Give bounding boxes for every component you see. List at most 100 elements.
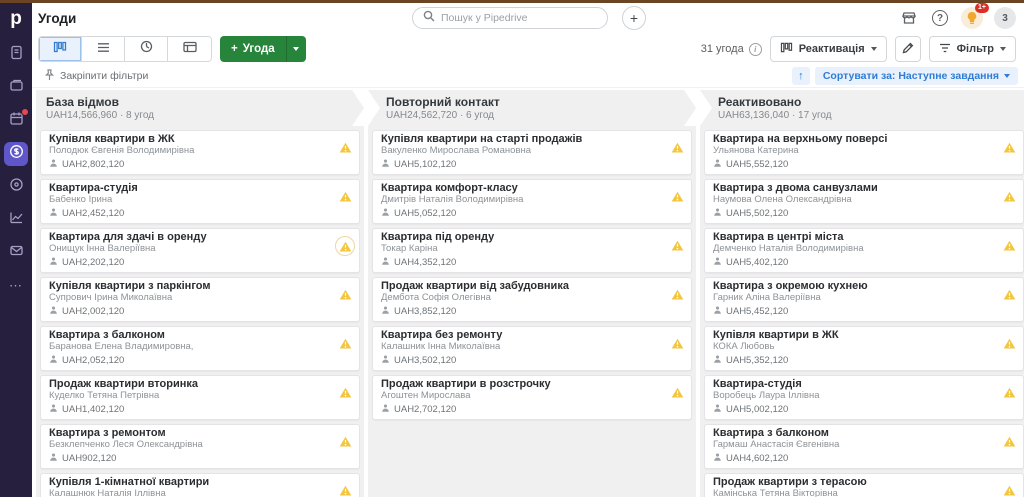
warning-icon[interactable] (338, 337, 352, 350)
deal-card[interactable]: Квартира без ремонту Калашник Інна Микол… (372, 326, 692, 371)
pin-filters-button[interactable]: Закріпити фільтри (44, 68, 148, 84)
warning-icon[interactable] (335, 236, 355, 256)
filter-button[interactable]: Фільтр (928, 36, 1016, 62)
person-icon (49, 354, 58, 367)
person-icon (381, 403, 390, 416)
column-header: Реактивовано UAH63,136,040 · 17 угод (700, 90, 1024, 126)
column-title: Повторний контакт (386, 95, 500, 109)
column-title: База відмов (46, 95, 120, 109)
sidebar-item-insights[interactable] (4, 208, 28, 232)
deal-card[interactable]: Продаж квартири з терасою Камінська Тетя… (704, 473, 1024, 497)
sidebar-item-deals[interactable] (4, 142, 28, 166)
deal-title: Продаж квартири в розстрочку (381, 378, 551, 390)
deal-title: Квартира з ремонтом (49, 427, 166, 439)
deal-card[interactable]: Квартира з балконом Гармаш Анастасія Євг… (704, 424, 1024, 469)
warning-icon[interactable] (670, 190, 684, 203)
warning-icon[interactable] (1002, 337, 1016, 350)
list-view-button[interactable] (82, 37, 125, 61)
deal-title: Купівля квартири в ЖК (713, 329, 839, 341)
person-icon (713, 256, 722, 269)
deal-value-row: UAH3,852,120 (381, 305, 667, 318)
deal-value: UAH2,802,120 (62, 159, 125, 170)
sidebar-more-icon[interactable]: ⋯ (9, 278, 23, 293)
quick-add-button[interactable]: + (622, 6, 646, 30)
deal-card[interactable]: Продаж квартири від забудовника Дембота … (372, 277, 692, 322)
deal-value: UAH2,052,120 (62, 355, 125, 366)
warning-icon[interactable] (670, 337, 684, 350)
column: База відмов UAH14,566,960 · 8 угод Купів… (36, 90, 364, 497)
deal-card[interactable]: Квартира в центрі міста Демченко Наталія… (704, 228, 1024, 273)
deal-card[interactable]: Купівля квартири в ЖК Полодюк Євгенія Во… (40, 130, 360, 175)
deal-value-row: UAH5,002,120 (713, 403, 999, 416)
pipeline-select-button[interactable]: Реактивація (769, 36, 887, 62)
warning-icon[interactable] (1002, 190, 1016, 203)
deal-card[interactable]: Купівля квартири з паркінгом Супрович Ір… (40, 277, 360, 322)
deal-value: UAH902,120 (62, 453, 117, 464)
deal-card[interactable]: Квартира на верхньому поверсі Ульянова К… (704, 130, 1024, 175)
deal-card[interactable]: Квартира з ремонтом Безклепченко Леся Ол… (40, 424, 360, 469)
deals-dollar-icon (9, 144, 24, 164)
warning-icon[interactable] (1002, 484, 1016, 497)
chevron-down-icon (1000, 47, 1006, 51)
deal-card[interactable]: Продаж квартири в розстрочку Агоштен Мир… (372, 375, 692, 420)
deal-card[interactable]: Купівля 1-кімнатної квартири Калашнюк На… (40, 473, 360, 497)
deal-card[interactable]: Квартира під оренду Токар Каріна UAH4,35… (372, 228, 692, 273)
toolbar-right: 31 угода i Реактивація Фільтр (701, 36, 1018, 62)
sort-direction-button[interactable]: ↑ (791, 67, 810, 85)
deal-card[interactable]: Квартира комфорт-класу Дмитрів Наталія В… (372, 179, 692, 224)
global-search-input[interactable]: Пошук у Pipedrive (412, 7, 608, 29)
deal-title: Квартира-студія (49, 182, 138, 194)
warning-icon[interactable] (1002, 141, 1016, 154)
timeline-view-button[interactable] (168, 37, 211, 61)
window-top-strip (0, 0, 1024, 3)
add-deal-button[interactable]: + Угода (220, 36, 306, 62)
deal-value: UAH3,852,120 (394, 306, 457, 317)
warning-icon[interactable] (338, 141, 352, 154)
deal-card[interactable]: Квартира з окремою кухнею Гарник Аліна В… (704, 277, 1024, 322)
deal-value: UAH5,502,120 (726, 208, 789, 219)
warning-icon[interactable] (338, 484, 352, 497)
help-icon[interactable]: ? (930, 8, 950, 28)
deal-card[interactable]: Квартира-студія Воробець Лаура Іллівна U… (704, 375, 1024, 420)
warning-icon[interactable] (670, 386, 684, 399)
warning-icon[interactable] (670, 239, 684, 252)
sidebar-item-mail[interactable] (4, 241, 28, 265)
warning-icon[interactable] (670, 288, 684, 301)
sidebar-item-activities[interactable] (4, 108, 29, 133)
warning-icon[interactable] (338, 190, 352, 203)
warning-icon[interactable] (1002, 386, 1016, 399)
top-header: Угоди Пошук у Pipedrive + ? 1+ 3 (32, 3, 1024, 33)
warning-icon[interactable] (1002, 435, 1016, 448)
sidebar-item-campaigns[interactable] (4, 76, 28, 100)
deal-value: UAH5,352,120 (726, 355, 789, 366)
whats-new-lightbulb-icon[interactable]: 1+ (961, 3, 989, 29)
deal-value: UAH2,202,120 (62, 257, 125, 268)
deal-card[interactable]: Квартира з двома санвузлами Наумова Олен… (704, 179, 1024, 224)
edit-pipeline-button[interactable] (894, 36, 921, 62)
warning-icon[interactable] (670, 141, 684, 154)
warning-icon[interactable] (338, 435, 352, 448)
deal-card[interactable]: Квартира для здачі в оренду Онищук Інна … (40, 228, 360, 273)
deal-card[interactable]: Купівля квартири в ЖК КОКА Любовь UAH5,3… (704, 326, 1024, 371)
person-icon (713, 207, 722, 220)
sidebar-item-notebook[interactable] (4, 43, 28, 67)
add-deal-dropdown-button[interactable] (285, 36, 306, 62)
warning-icon[interactable] (338, 288, 352, 301)
forecast-view-button[interactable] (125, 37, 168, 61)
sidebar-item-prospecting[interactable] (4, 175, 28, 199)
warning-icon[interactable] (338, 386, 352, 399)
pipeline-view-button[interactable] (39, 37, 82, 61)
deal-card[interactable]: Квартира з балконом Баранова Елена Влади… (40, 326, 360, 371)
deal-person: Камінська Тетяна Вікторівна (713, 489, 838, 497)
marketplace-icon[interactable] (899, 8, 919, 28)
warning-icon[interactable] (1002, 239, 1016, 252)
deal-card[interactable]: Продаж квартири вторинка Куделко Тетяна … (40, 375, 360, 420)
info-icon[interactable]: i (748, 42, 762, 56)
user-avatar[interactable]: 3 (994, 7, 1016, 29)
sort-by-button[interactable]: Сортувати за: Наступне завдання (814, 67, 1018, 85)
warning-icon[interactable] (1002, 288, 1016, 301)
deal-card[interactable]: Купівля квартири на старті продажів Ваку… (372, 130, 692, 175)
deal-value-row: UAH4,352,120 (381, 256, 667, 269)
deal-card[interactable]: Квартира-студія Бабенко Ірина UAH2,452,1… (40, 179, 360, 224)
pipedrive-logo[interactable]: p (10, 8, 22, 29)
